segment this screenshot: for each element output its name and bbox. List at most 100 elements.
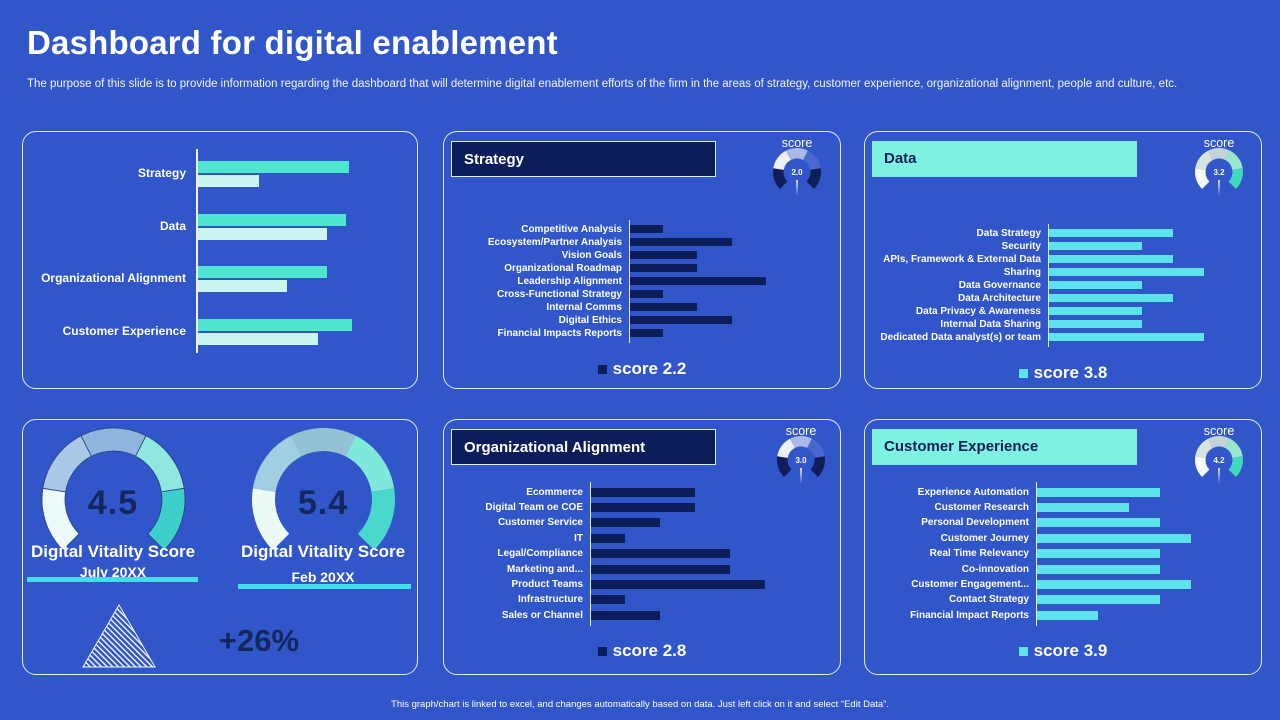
vitality-gauge — [41, 427, 186, 577]
growth-percentage: +26% — [218, 623, 300, 658]
bar — [1036, 580, 1191, 590]
bar — [629, 238, 732, 246]
category-label: Marketing and... — [506, 563, 583, 575]
category-label: Security — [1001, 240, 1041, 252]
gauge-segment — [806, 168, 821, 189]
category-label: Organizational Roadmap — [504, 262, 622, 274]
panel-header: Organizational Alignment — [451, 429, 716, 465]
category-label: Financial Impact Reports — [910, 609, 1029, 621]
chart-row: Internal Data Sharing — [865, 318, 1261, 331]
category-label: Internal Data Sharing — [940, 318, 1041, 330]
bar-chart[interactable]: Ecommerce Digital Team oe COE Customer Ser… — [444, 485, 840, 624]
vitality-score-label: Digital Vitality Score — [240, 542, 406, 561]
category-label: Customer Experience — [62, 324, 186, 338]
bar-chart[interactable]: Competitive Analysis Ecosystem/Partner An… — [444, 223, 840, 340]
chart-row: Co-innovation — [865, 561, 1261, 576]
vitality-period-label: July 20XX — [79, 564, 147, 580]
bar — [1048, 229, 1173, 237]
gauge-segment — [345, 435, 394, 492]
gauge-needle — [796, 180, 798, 196]
bar — [590, 580, 765, 590]
category-label: Product Teams — [511, 579, 584, 591]
panel-header: Strategy — [451, 141, 716, 177]
gauge-score-label: score — [781, 136, 813, 150]
chart-row: APIs, Framework & External Data — [865, 253, 1261, 266]
chart-row: Sharing — [865, 266, 1261, 279]
gauge-score-label: score — [1203, 424, 1235, 438]
bar-chart[interactable]: Data Strategy Security APIs, Framework & E… — [865, 227, 1261, 344]
category-label: Co-innovation — [961, 563, 1029, 575]
chart-row: Marketing and... — [444, 561, 840, 576]
chart-legend: score 3.8 — [865, 363, 1261, 383]
chart-row: Data Privacy & Awareness — [865, 305, 1261, 318]
chart-row: Data Governance — [865, 279, 1261, 292]
chart-row: Competitive Analysis — [444, 223, 840, 236]
gauge-needle — [800, 468, 802, 484]
category-label: Cross-Functional Strategy — [496, 288, 622, 300]
bar — [629, 303, 698, 311]
bar — [1036, 549, 1160, 559]
bar — [1036, 518, 1160, 528]
gauge-arc — [41, 427, 185, 551]
category-label: Organizational Alignment — [41, 271, 186, 285]
legend-marker — [1018, 368, 1028, 378]
category-label: Experience Automation — [917, 486, 1029, 498]
category-label: Competitive Analysis — [521, 223, 622, 235]
gauge-segment — [1208, 148, 1230, 160]
bar-current — [197, 266, 328, 278]
organizational-alignment-chart-panel[interactable]: Organizational Alignment score 3.0 Ecommerc… — [443, 419, 841, 675]
bar — [1048, 268, 1204, 276]
bar-chart[interactable]: Experience Automation Customer Research Pe… — [865, 485, 1261, 624]
bar — [1048, 294, 1173, 302]
period-underline — [238, 584, 411, 589]
category-label: Customer Research — [934, 502, 1029, 514]
chart-row: Product Teams — [444, 577, 840, 592]
bar-current — [197, 319, 352, 331]
category-label: Digital Ethics — [558, 314, 622, 326]
data-chart-panel[interactable]: Data score 3.2 Data Strategy Security APIs, F… — [864, 131, 1262, 389]
gauge-segment — [146, 487, 185, 551]
vitality-score-value: 4.5 — [87, 484, 139, 522]
bar — [590, 549, 730, 559]
value-axis — [1036, 481, 1038, 627]
bar — [1048, 320, 1142, 328]
gauge-segment — [1208, 436, 1230, 448]
category-label: Digital Team oe COE — [485, 502, 583, 514]
gauge-value: 2.0 — [791, 168, 803, 177]
bar — [590, 487, 695, 497]
gauge-segment — [810, 456, 825, 477]
category-label: Customer Journey — [940, 532, 1029, 544]
legend-label: score 2.8 — [612, 641, 687, 660]
gauge-segment — [1228, 168, 1243, 189]
growth-triangle-shape — [82, 604, 156, 668]
bar — [1036, 595, 1160, 605]
chart-row: Experience Automation — [865, 485, 1261, 500]
customer-experience-chart-panel[interactable]: Customer Experience score 4.2 Experience Au… — [864, 419, 1262, 675]
gauge-needle — [1218, 468, 1220, 484]
value-axis — [590, 481, 592, 627]
category-label: Real Time Relevancy — [929, 548, 1029, 560]
chart-row: Digital Team oe COE — [444, 500, 840, 515]
gauge-arc — [1195, 148, 1243, 196]
gauge-arc — [251, 427, 395, 550]
chart-row: Dedicated Data analyst(s) or team — [865, 331, 1261, 344]
category-label: Dedicated Data analyst(s) or team — [880, 331, 1041, 343]
bar — [1048, 333, 1204, 341]
bar-current — [197, 214, 346, 226]
bar — [629, 316, 732, 324]
legend-marker — [597, 364, 607, 374]
gauge-value: 4.2 — [1213, 456, 1225, 465]
category-label: Data Architecture — [958, 292, 1041, 304]
strategy-chart-panel[interactable]: Strategy score 2.0 Competitive Analysis Ecos… — [443, 131, 841, 389]
overview-chart-panel[interactable]: Strategy Data Organizational Alignment Cust… — [22, 131, 418, 389]
category-label: Personal Development — [921, 517, 1029, 529]
footer-note: This graph/chart is linked to excel, and… — [391, 699, 889, 710]
bar — [629, 277, 766, 285]
digital-vitality-panel[interactable]: 4.5 Digital Vitality Score July 20XX 5.4 Dig… — [22, 419, 418, 675]
category-label: Strategy — [137, 166, 186, 180]
chart-row: Vision Goals — [444, 249, 840, 262]
chart-row: Leadership Alignment — [444, 275, 840, 288]
gauge-segment — [41, 434, 92, 492]
chart-row: Legal/Compliance — [444, 546, 840, 561]
bar — [1048, 255, 1173, 263]
